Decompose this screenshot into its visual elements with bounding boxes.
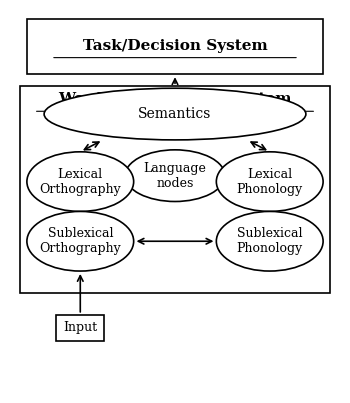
Text: Word Identification System: Word Identification System [58,92,292,106]
Text: Language
nodes: Language nodes [144,162,206,190]
Text: Input: Input [63,321,97,334]
FancyBboxPatch shape [20,86,330,293]
Ellipse shape [27,152,134,212]
Text: Semantics: Semantics [138,107,212,121]
FancyBboxPatch shape [27,19,323,74]
Text: Lexical
Orthography: Lexical Orthography [40,168,121,195]
Ellipse shape [125,150,225,202]
Ellipse shape [27,212,134,271]
Ellipse shape [216,152,323,212]
Text: Sublexical
Orthography: Sublexical Orthography [40,227,121,255]
Ellipse shape [44,88,306,140]
Text: Task/Decision System: Task/Decision System [83,39,267,54]
Text: Lexical
Phonology: Lexical Phonology [237,168,303,195]
Text: Sublexical
Phonology: Sublexical Phonology [237,227,303,255]
FancyBboxPatch shape [56,315,104,341]
Ellipse shape [216,212,323,271]
